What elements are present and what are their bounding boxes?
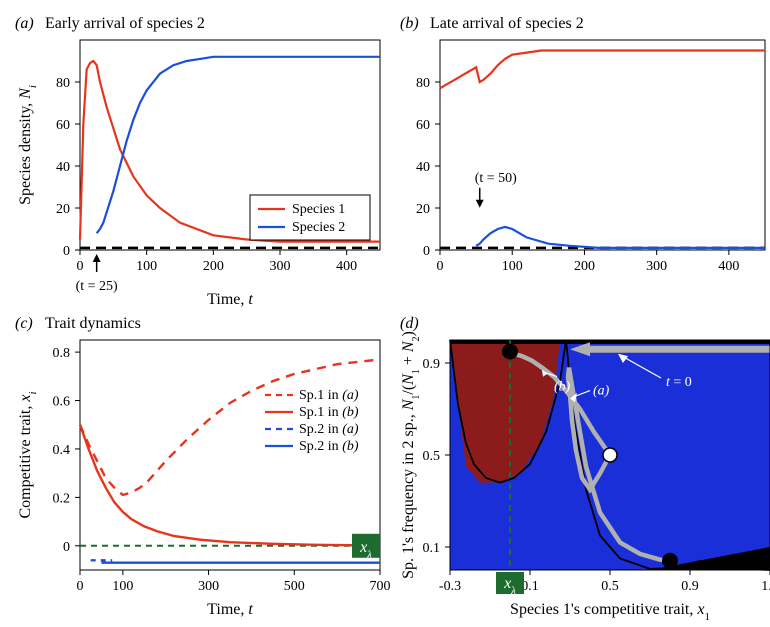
xtick-label: -0.3: [439, 579, 461, 594]
ylabel: Sp. 1's frequency in 2 sp., N1/(N1 + N2): [400, 331, 422, 579]
ytick-label: 0.6: [53, 395, 71, 410]
ytick-label: 0: [63, 540, 70, 555]
ytick-label: 0.1: [423, 541, 441, 556]
xtick-label: 200: [574, 259, 595, 274]
xtick-label: 700: [370, 579, 391, 594]
species-2-curve: [476, 227, 765, 248]
xtick-label: 0: [77, 259, 84, 274]
arrow-label: (t = 50): [475, 171, 517, 186]
anno-a: (a): [593, 384, 610, 399]
xlabel: Time, t: [207, 291, 253, 308]
xtick-label: 100: [502, 259, 523, 274]
legend-item: Sp.2 in (b): [299, 439, 359, 454]
ytick-label: 40: [56, 160, 70, 175]
panel-title: Early arrival of species 2: [45, 15, 205, 32]
panel-label: (a): [15, 15, 34, 32]
panel-title: Trait dynamics: [45, 315, 141, 332]
marker-start: [603, 448, 617, 462]
plot-frame: [440, 40, 765, 250]
xtick-label: 0.5: [601, 579, 619, 594]
arrow-label: (t = 25): [76, 279, 118, 294]
ytick-label: 20: [56, 202, 70, 217]
xtick-label: 1.3: [761, 579, 770, 594]
ylabel: Species density, Ni: [17, 85, 39, 205]
panel-b: 0 100 200 300 400 0 20 40 60 80 (t = 50) (b) Late ar…: [395, 10, 770, 310]
ytick-label: 20: [416, 202, 430, 217]
species-1-curve: [440, 51, 765, 89]
panel-label: (d): [400, 315, 419, 332]
legend-item: Sp.1 in (b): [299, 405, 359, 420]
xtick-label: 300: [646, 259, 667, 274]
plot-frame: [80, 340, 380, 570]
ytick-label: 0.5: [423, 449, 441, 464]
panel-a: 0 100 200 300 400 0 20 40 60 80 (t = 25) Time, t Spe…: [10, 10, 395, 310]
arrow-head: [476, 200, 484, 208]
panel-c: 010030050070000.20.40.60.8xλTime, tCompe…: [10, 310, 395, 620]
xtick-label: 300: [270, 259, 291, 274]
panel-d: (a)(b)t = 0-0.30.10.50.91.30.10.50.9xλSp…: [395, 310, 770, 620]
xlabel: Species 1's competitive trait, x1: [510, 601, 710, 620]
ytick-label: 80: [56, 76, 70, 91]
legend-item: Sp.2 in (a): [299, 422, 359, 437]
ytick-label: 60: [56, 118, 70, 133]
xtick-label: 200: [203, 259, 224, 274]
xtick-label: 100: [136, 259, 157, 274]
panel-label: (c): [15, 315, 33, 332]
ytick-label: 0.9: [423, 357, 441, 372]
xtick-label: 0: [437, 259, 444, 274]
legend-item: Sp.1 in (a): [299, 388, 359, 403]
xtick-label: 300: [198, 579, 219, 594]
ytick-label: 40: [416, 160, 430, 175]
ylabel: Competitive trait, xi: [17, 391, 39, 518]
top-strip: [450, 340, 770, 344]
xtick-label: 100: [112, 579, 133, 594]
xtick-label: 500: [284, 579, 305, 594]
legend-item-2: Species 2: [292, 220, 345, 235]
ytick-label: 0: [423, 244, 430, 259]
legend-item-1: Species 1: [292, 202, 345, 217]
anno-b: (b): [554, 380, 571, 395]
xtick-label: 0.9: [681, 579, 699, 594]
panel-title: Late arrival of species 2: [430, 15, 584, 32]
ytick-label: 60: [416, 118, 430, 133]
xtick-label: 400: [336, 259, 357, 274]
arrow-head: [93, 254, 101, 262]
ytick-label: 0.2: [53, 491, 71, 506]
xtick-label: 0: [77, 579, 84, 594]
ytick-label: 0: [63, 244, 70, 259]
ytick-label: 0.4: [53, 443, 71, 458]
xlabel: Time, t: [207, 601, 253, 618]
anno-t0: t = 0: [666, 375, 692, 390]
panel-label: (b): [400, 15, 419, 32]
marker-b-end: [502, 344, 518, 360]
figure-grid: 0100200300400020406080(t = 25)Time, tSpe…: [10, 10, 760, 620]
xtick-label: 400: [718, 259, 739, 274]
ytick-label: 0.8: [53, 346, 71, 361]
ytick-label: 80: [416, 76, 430, 91]
marker-a-end: [662, 553, 678, 569]
